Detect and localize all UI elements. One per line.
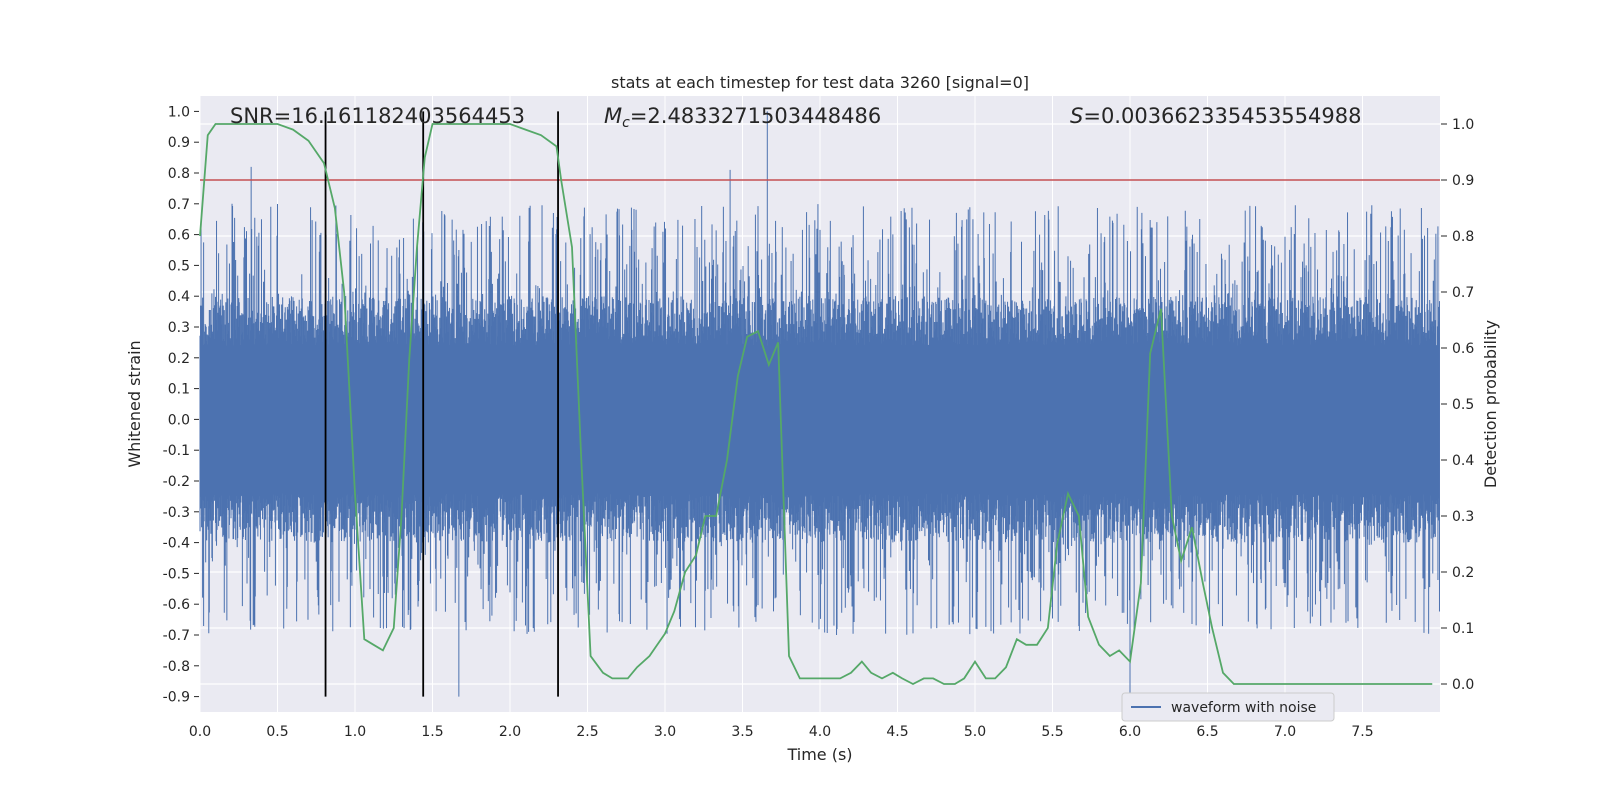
snr-annotation: SNR=16.161182403564453 — [230, 104, 525, 128]
y-tick-label: -0.4 — [163, 536, 190, 552]
s-symbol: S — [1070, 104, 1083, 128]
y-tick-label: -0.7 — [163, 628, 190, 644]
x-tick-label: 6.5 — [1196, 724, 1218, 740]
y-tick-label: 0.2 — [168, 351, 190, 367]
y-tick-label: -0.5 — [163, 566, 190, 582]
chirp-mass-subscript: c — [622, 115, 630, 131]
legend-box — [1121, 692, 1335, 722]
waveform-series — [199, 111, 1440, 697]
x-axis-label: Time (s) — [786, 745, 852, 764]
y-tick-label: 0.9 — [168, 135, 190, 151]
y-axis-label: Whitened strain — [125, 340, 144, 467]
x-tick-label: 5.0 — [964, 724, 986, 740]
s-value: =0.003662335453554988 — [1083, 104, 1361, 128]
y-right-tick-label: 0.9 — [1452, 173, 1474, 189]
chirp-mass-annotation: Mc=2.4833271503448486 — [604, 104, 881, 131]
chart-title: stats at each timestep for test data 326… — [611, 73, 1029, 92]
x-tick-label: 2.0 — [499, 724, 521, 740]
y-right-tick-label: 0.5 — [1452, 397, 1474, 413]
x-tick-label: 7.5 — [1351, 724, 1373, 740]
y-right-axis-label: Detection probability — [1481, 320, 1500, 488]
y-right-tick-label: 0.3 — [1452, 509, 1474, 525]
x-tick-label: 1.5 — [421, 724, 443, 740]
y-tick-label: 0.1 — [168, 382, 190, 398]
x-tick-label: 3.0 — [654, 724, 676, 740]
x-tick-label: 4.5 — [886, 724, 908, 740]
y-tick-label: 0.3 — [168, 320, 190, 336]
x-tick-label: 5.5 — [1041, 724, 1063, 740]
y-right-tick-label: 0.7 — [1452, 285, 1474, 301]
y-tick-label: 1.0 — [168, 104, 190, 120]
x-tick-label: 4.0 — [809, 724, 831, 740]
y-tick-label: 0.7 — [168, 197, 190, 213]
y-axis-ticks: 1.0 0.9 0.8 0.7 0.6 0.5 0.4 0.3 0.2 0.1 0.0 -0.1 -0.… — [163, 104, 199, 706]
waveform-line — [199, 111, 1440, 697]
x-tick-label: 1.0 — [344, 724, 366, 740]
chirp-mass-symbol: M — [604, 104, 622, 128]
y-right-tick-label: 0.1 — [1452, 621, 1474, 637]
x-tick-label: 0.0 — [189, 724, 211, 740]
x-tick-label: 7.0 — [1274, 724, 1296, 740]
y-tick-label: 0.4 — [168, 289, 190, 305]
y-tick-label: -0.3 — [163, 505, 190, 521]
y-tick-label: -0.8 — [163, 659, 190, 675]
y-right-tick-label: 0.6 — [1452, 341, 1474, 357]
x-tick-label: 0.5 — [266, 724, 288, 740]
overlays — [199, 111, 1440, 697]
y-right-tick-label: 0.2 — [1452, 565, 1474, 581]
y-right-tick-label: 0.8 — [1452, 229, 1474, 245]
y-right-tick-label: 0.4 — [1452, 453, 1474, 469]
y-tick-label: -0.6 — [163, 597, 190, 613]
y-tick-label: -0.2 — [163, 474, 190, 490]
legend: waveform with noise — [1121, 692, 1335, 722]
y-tick-label: 0.6 — [168, 228, 190, 244]
y-tick-label: 0.8 — [168, 166, 190, 182]
y-tick-label: 0.0 — [168, 412, 190, 428]
detection-probability-line — [199, 123, 1433, 686]
s-annotation: S=0.003662335453554988 — [1070, 104, 1361, 128]
x-tick-label: 6.0 — [1119, 724, 1141, 740]
x-tick-label: 2.5 — [576, 724, 598, 740]
chirp-mass-value: =2.4833271503448486 — [630, 104, 881, 128]
x-axis-ticks: 0.0 0.5 1.0 1.5 2.0 2.5 3.0 3.5 4.0 4.5 5.0 5.5 6.0 6… — [189, 724, 1374, 740]
y-right-axis-ticks: 1.0 0.9 0.8 0.7 0.6 0.5 0.4 0.3 0.2 0.1 0.0 — [1441, 117, 1474, 693]
y-right-tick-label: 0.0 — [1452, 677, 1474, 693]
y-tick-label: -0.9 — [163, 690, 190, 706]
y-tick-label: 0.5 — [168, 258, 190, 274]
plot-area — [199, 111, 1440, 697]
y-right-tick-label: 1.0 — [1452, 117, 1474, 133]
x-tick-label: 3.5 — [731, 724, 753, 740]
legend-label: waveform with noise — [1171, 700, 1316, 716]
y-tick-label: -0.1 — [163, 443, 190, 459]
